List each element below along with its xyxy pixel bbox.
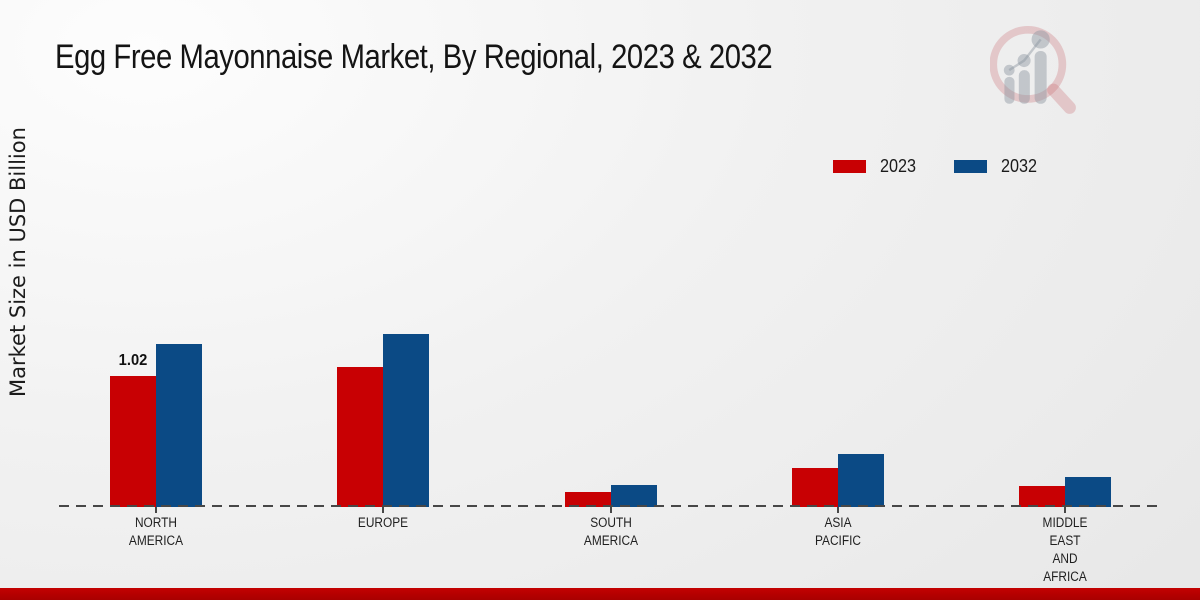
- x-axis-category-label: ASIA PACIFIC: [814, 515, 861, 548]
- bar-2032-north-america: [156, 344, 202, 507]
- bar-2023-north-america: [110, 376, 156, 507]
- x-axis-category-label: EUROPE: [358, 515, 409, 530]
- bar-2023-middle-east-and-africa: [1019, 486, 1065, 507]
- x-axis-tick: [1064, 507, 1066, 513]
- bar-2023-asia-pacific: [791, 468, 838, 507]
- bar-2023-south-america: [564, 492, 611, 507]
- legend-swatch-icon: [833, 160, 866, 173]
- bar-2032-europe: [383, 334, 430, 507]
- chart-title: Egg Free Mayonnaise Market, By Regional,…: [55, 38, 773, 76]
- legend: 2023 2032: [833, 156, 1039, 177]
- x-axis-category-label: MIDDLE EAST AND AFRICA: [1042, 515, 1088, 584]
- x-axis-category-label: NORTH AMERICA: [128, 515, 184, 548]
- legend-swatch-icon: [954, 160, 988, 173]
- x-axis-tick: [382, 507, 385, 513]
- bar-value-label: 1.02: [118, 352, 148, 369]
- footer-accent-bar: [0, 588, 1200, 600]
- bar-2032-middle-east-and-africa: [1065, 477, 1111, 507]
- bar-2032-asia-pacific: [837, 454, 884, 507]
- bar-2023-europe: [337, 367, 384, 507]
- legend-item-2023: 2023: [833, 156, 918, 177]
- x-axis-tick: [836, 507, 839, 513]
- x-axis-tick: [609, 507, 612, 513]
- legend-label: 2023: [880, 156, 917, 176]
- x-axis-category-label: SOUTH AMERICA: [583, 515, 638, 548]
- magnifier-bar-chart-logo-icon: [990, 26, 1076, 114]
- legend-item-2032: 2032: [954, 156, 1039, 177]
- x-axis-baseline: [59, 505, 1160, 507]
- x-axis-tick: [155, 507, 157, 513]
- bar-2032-south-america: [610, 485, 657, 507]
- legend-label: 2032: [1001, 156, 1038, 176]
